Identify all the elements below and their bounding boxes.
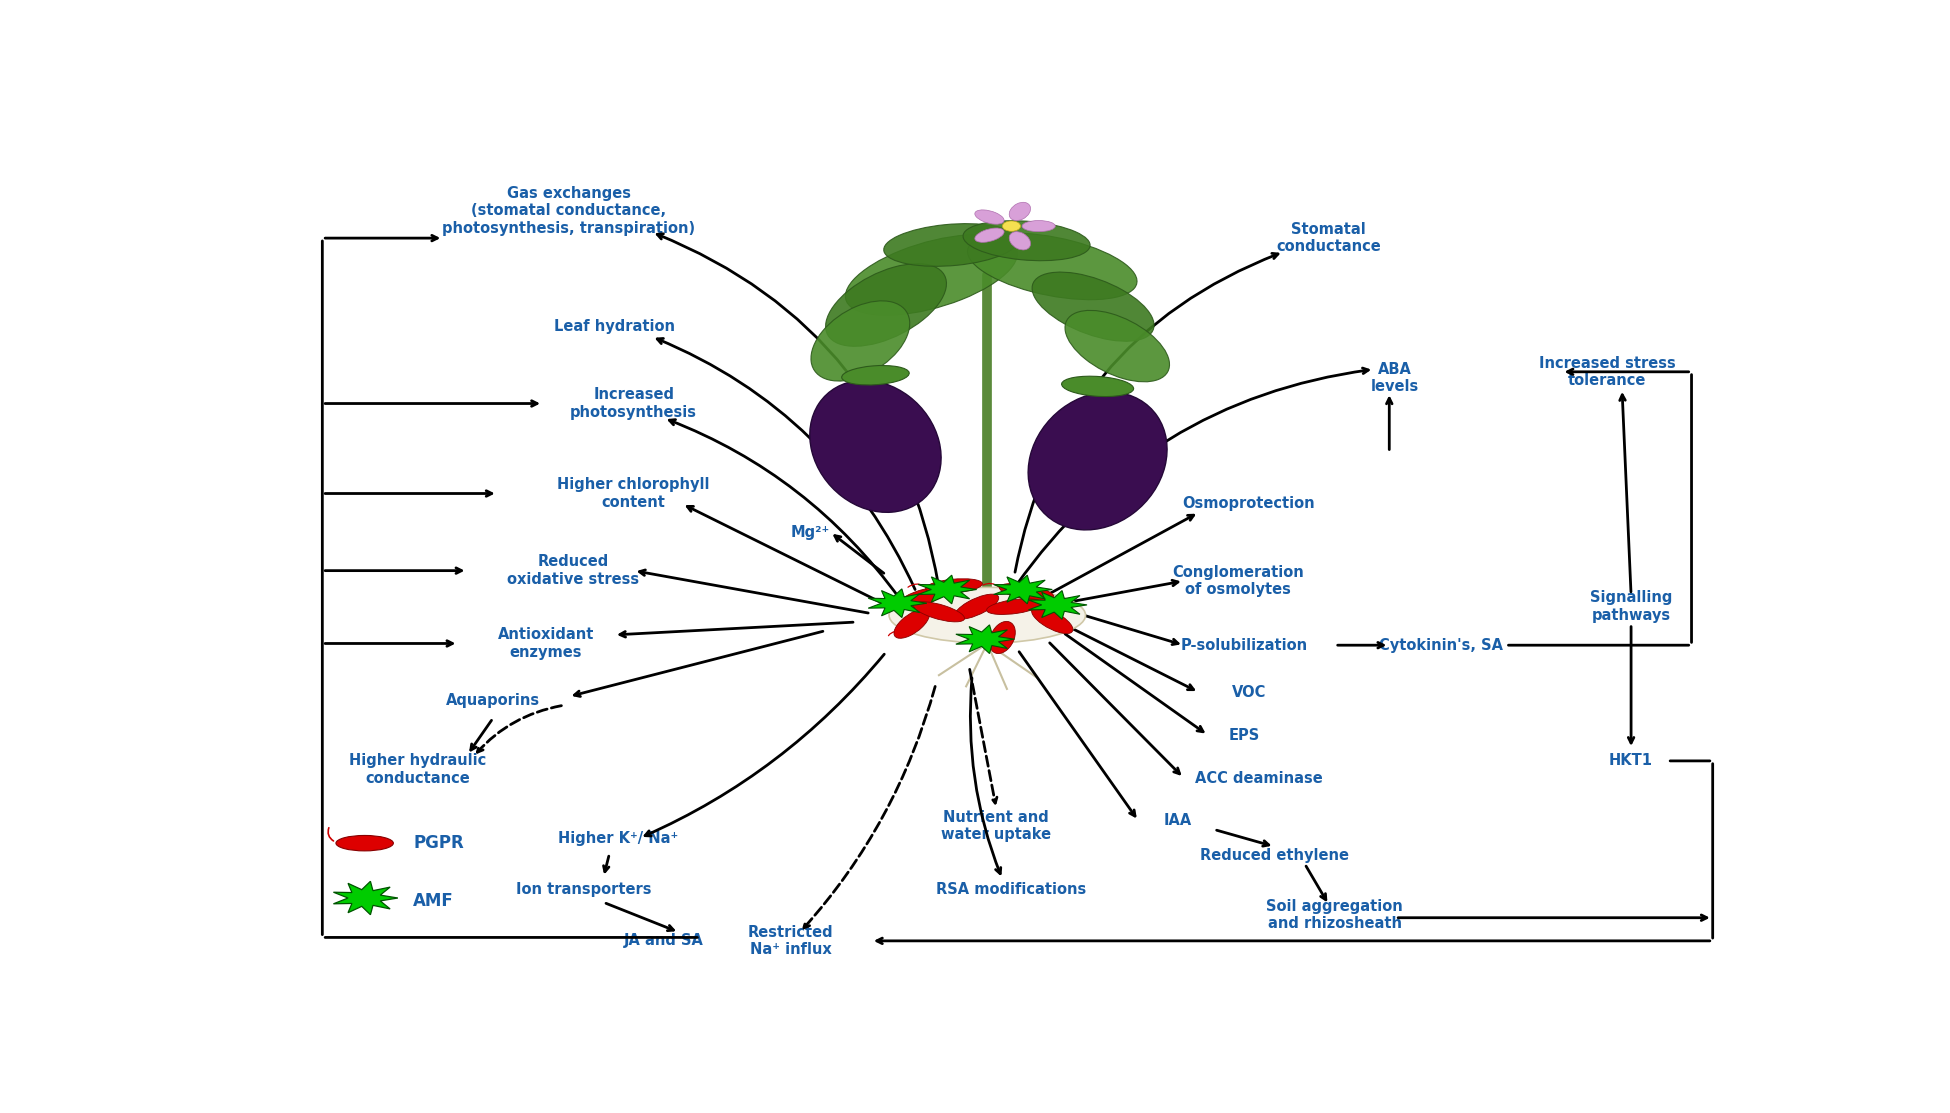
Text: Leaf hydration: Leaf hydration — [554, 319, 675, 334]
Text: Nutrient and
water uptake: Nutrient and water uptake — [942, 810, 1051, 843]
Ellipse shape — [1022, 220, 1055, 232]
Ellipse shape — [883, 224, 1018, 266]
Polygon shape — [868, 589, 926, 618]
Ellipse shape — [967, 233, 1137, 299]
Polygon shape — [333, 881, 398, 915]
Ellipse shape — [1032, 607, 1072, 633]
Ellipse shape — [963, 220, 1090, 260]
Text: Aquaporins: Aquaporins — [447, 693, 540, 708]
Polygon shape — [1028, 591, 1086, 619]
Text: JA and SA: JA and SA — [624, 934, 704, 948]
Text: ACC deaminase: ACC deaminase — [1195, 770, 1324, 786]
Text: EPS: EPS — [1228, 728, 1260, 742]
Ellipse shape — [1010, 203, 1030, 220]
Text: PGPR: PGPR — [413, 834, 464, 853]
Text: P-solubilization: P-solubilization — [1180, 638, 1308, 652]
Ellipse shape — [893, 609, 930, 638]
Polygon shape — [918, 575, 977, 604]
Ellipse shape — [335, 836, 394, 850]
Ellipse shape — [1028, 392, 1166, 530]
Ellipse shape — [913, 602, 965, 622]
Text: AMF: AMF — [413, 892, 454, 909]
Ellipse shape — [1002, 221, 1020, 232]
Text: Ion transporters: Ion transporters — [517, 881, 651, 897]
Polygon shape — [994, 575, 1053, 604]
Text: Reduced ethylene: Reduced ethylene — [1199, 848, 1349, 863]
Ellipse shape — [926, 579, 983, 593]
Text: Mg²⁺: Mg²⁺ — [792, 524, 831, 540]
Text: Higher chlorophyll
content: Higher chlorophyll content — [558, 477, 710, 510]
Ellipse shape — [889, 588, 1086, 643]
Ellipse shape — [1061, 376, 1133, 396]
Text: Restricted
Na⁺ influx: Restricted Na⁺ influx — [749, 925, 835, 957]
Text: Signalling
pathways: Signalling pathways — [1589, 590, 1673, 623]
Text: Reduced
oxidative stress: Reduced oxidative stress — [507, 554, 640, 587]
Text: Conglomeration
of osmolytes: Conglomeration of osmolytes — [1172, 564, 1305, 597]
Ellipse shape — [1032, 272, 1154, 342]
Ellipse shape — [811, 301, 911, 381]
Ellipse shape — [956, 594, 998, 619]
Text: RSA modifications: RSA modifications — [936, 881, 1086, 897]
Ellipse shape — [825, 264, 946, 346]
Text: Antioxidant
enzymes: Antioxidant enzymes — [497, 628, 595, 660]
Text: Increased stress
tolerance: Increased stress tolerance — [1539, 356, 1675, 388]
Ellipse shape — [809, 381, 942, 512]
Text: Gas exchanges
(stomatal conductance,
photosynthesis, transpiration): Gas exchanges (stomatal conductance, pho… — [443, 186, 696, 236]
Ellipse shape — [1065, 311, 1170, 382]
Text: Increased
photosynthesis: Increased photosynthesis — [569, 387, 698, 420]
Text: ABA
levels: ABA levels — [1371, 362, 1420, 394]
Text: Higher hydraulic
conductance: Higher hydraulic conductance — [349, 754, 486, 786]
Ellipse shape — [989, 621, 1016, 653]
Ellipse shape — [987, 599, 1043, 614]
Text: VOC: VOC — [1232, 684, 1266, 700]
Text: Stomatal
conductance: Stomatal conductance — [1277, 221, 1381, 254]
Text: Osmoprotection: Osmoprotection — [1182, 496, 1314, 511]
Ellipse shape — [846, 235, 1018, 315]
Text: HKT1: HKT1 — [1609, 754, 1654, 768]
Ellipse shape — [1010, 232, 1030, 250]
Text: Soil aggregation
and rhizosheath: Soil aggregation and rhizosheath — [1266, 899, 1404, 932]
Ellipse shape — [897, 588, 946, 609]
Ellipse shape — [998, 583, 1053, 601]
Text: Cytokinin's, SA: Cytokinin's, SA — [1379, 638, 1503, 652]
Ellipse shape — [975, 210, 1004, 224]
Ellipse shape — [842, 365, 909, 385]
Text: IAA: IAA — [1164, 814, 1191, 828]
Text: Higher K⁺/ Na⁺: Higher K⁺/ Na⁺ — [558, 830, 679, 846]
Polygon shape — [956, 624, 1014, 653]
Ellipse shape — [975, 228, 1004, 243]
